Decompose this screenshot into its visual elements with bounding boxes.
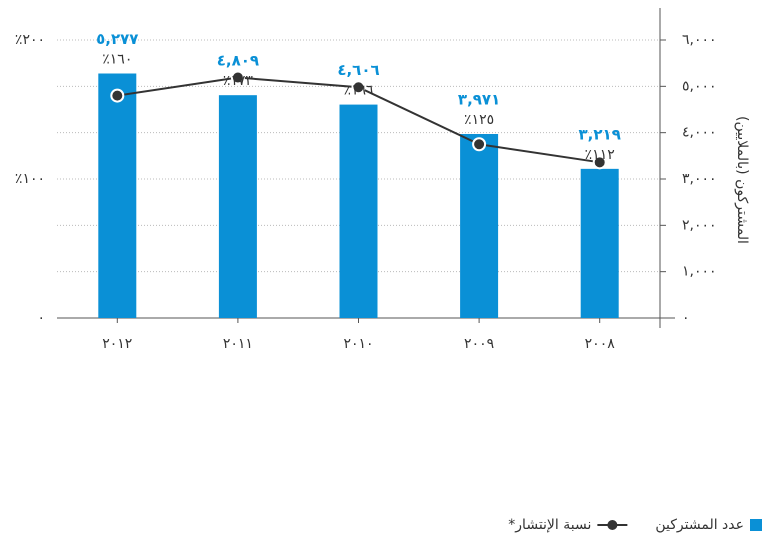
y-tick-label: ٤,٠٠٠ <box>682 125 717 141</box>
line-value-label: ٪١٦٠ <box>102 51 132 67</box>
line-point <box>472 137 487 152</box>
legend-point <box>607 520 618 530</box>
line-value-label: ٪١١٢ <box>585 147 615 163</box>
y-axis-title: المشتركون (بالملايين) <box>734 116 750 244</box>
bar <box>580 168 619 318</box>
bar <box>460 134 499 318</box>
line-value-label: ٪١٧٣ <box>223 73 254 89</box>
y-tick-label: ١,٠٠٠ <box>682 264 717 280</box>
x-tick-label: ٢٠١١ <box>223 336 253 352</box>
bar-value-label: ٤,٨٠٩ <box>217 52 259 70</box>
legend-label: نسبة الإنتشار* <box>508 517 591 533</box>
legend-swatch <box>750 519 762 531</box>
y-tick-label: ٢,٠٠٠ <box>682 217 717 233</box>
line-point <box>592 155 607 170</box>
bar <box>339 104 378 318</box>
y-tick-label: ٠ <box>682 310 690 326</box>
line-point <box>110 88 125 103</box>
y-tick-label: ٣,٠٠٠ <box>682 171 717 187</box>
y-tick-label: ٥,٠٠٠ <box>682 78 717 94</box>
x-tick-label: ٢٠١٢ <box>102 336 132 352</box>
x-tick-label: ٢٠١٠ <box>343 336 373 352</box>
y2-tick-label: ٪٢٠٠ <box>15 32 45 48</box>
bar-value-label: ٥,٢٧٧ <box>96 30 138 48</box>
y2-tick-label: ٠ <box>37 310 45 326</box>
bar-value-label: ٣,٩٧١ <box>458 91 500 109</box>
line-value-label: ٪١٢٥ <box>464 112 494 128</box>
line-point <box>230 70 245 85</box>
bar <box>218 95 257 318</box>
bar-value-label: ٣,٢١٩ <box>579 125 621 143</box>
line-point <box>351 80 366 95</box>
x-tick-label: ٢٠٠٩ <box>464 336 494 352</box>
y2-tick-label: ٪١٠٠ <box>15 171 45 187</box>
line-value-label: ٪١٦٦ <box>343 83 373 99</box>
bar <box>98 73 137 319</box>
legend-label: عدد المشتركين <box>655 517 744 533</box>
y-tick-label: ٦,٠٠٠ <box>682 32 717 48</box>
x-tick-label: ٢٠٠٨ <box>585 336 616 352</box>
bar-value-label: ٤,٦٠٦ <box>337 61 379 79</box>
